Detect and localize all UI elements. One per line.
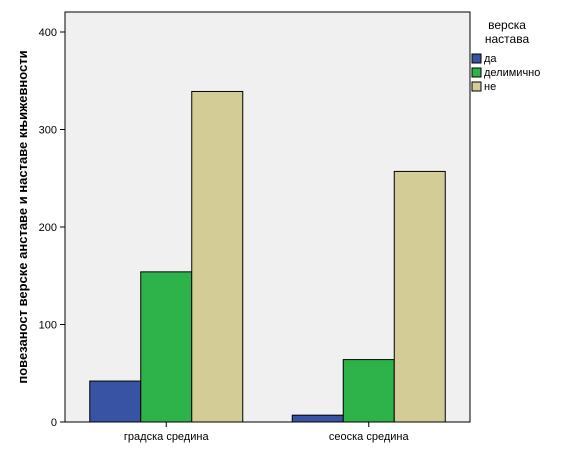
- bars-group: [89, 90, 446, 423]
- y-axis-title: повезаност верске анставе и наставе књиж…: [15, 50, 30, 383]
- legend-label: да: [484, 53, 497, 65]
- y-tick-label: 300: [39, 125, 57, 137]
- bar-1-1: [89, 380, 142, 423]
- x-axis: градска средина сеоска средина: [124, 422, 410, 443]
- bar-2-3: [393, 170, 446, 423]
- x-tick-label: градска средина: [124, 431, 210, 443]
- legend-label: делимично: [484, 67, 540, 79]
- y-axis: 0 100 200 300 400: [39, 27, 65, 429]
- legend-title-line-1: верска: [488, 18, 526, 32]
- x-tick-label: сеоска средина: [329, 431, 410, 443]
- legend-label: не: [484, 81, 496, 93]
- legend-title-line-2: настава: [485, 32, 530, 46]
- bar-1-2: [140, 271, 193, 423]
- legend-swatch: [471, 53, 482, 64]
- y-tick-label: 400: [39, 27, 57, 39]
- legend: верска настава да делимично не: [471, 18, 540, 93]
- y-tick-label: 100: [39, 320, 57, 332]
- legend-swatch: [471, 67, 482, 78]
- bar-2-2: [342, 359, 395, 423]
- y-tick-label: 200: [39, 222, 57, 234]
- bar-1-3: [191, 90, 244, 423]
- y-tick-label: 0: [51, 417, 57, 429]
- legend-swatch: [471, 81, 482, 92]
- bar-2-1: [291, 414, 344, 423]
